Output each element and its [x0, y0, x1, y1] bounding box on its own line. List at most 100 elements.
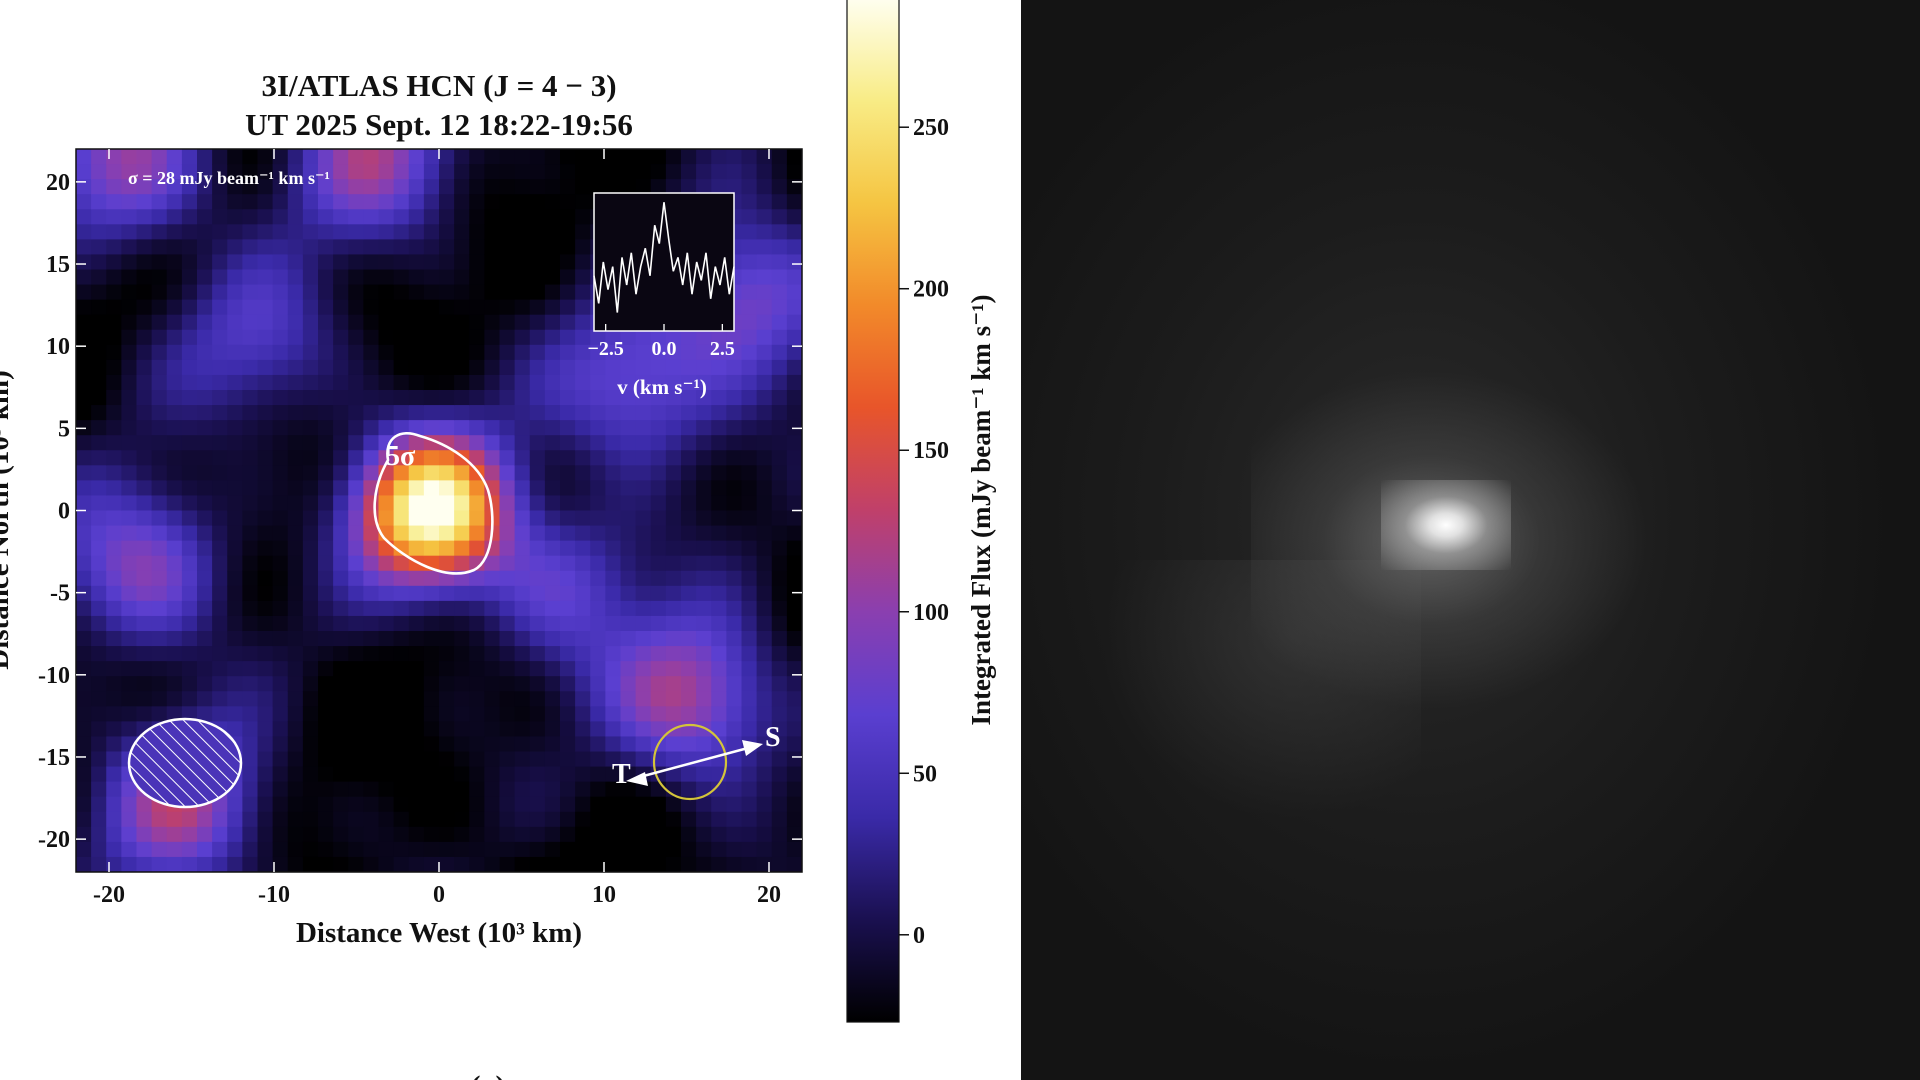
heatmap-cell	[605, 585, 622, 602]
heatmap-cell	[590, 435, 606, 451]
heatmap-cell	[76, 796, 92, 813]
heatmap-cell	[76, 631, 92, 647]
heatmap-cell	[650, 540, 667, 557]
heatmap-cell	[363, 691, 380, 707]
heatmap-cell	[227, 585, 243, 602]
heatmap-cell	[454, 194, 470, 210]
heatmap-cell	[771, 329, 788, 346]
heatmap-cell	[499, 811, 516, 828]
heatmap-cell	[106, 239, 122, 256]
heatmap-cell	[469, 510, 485, 527]
colorbar-tick-label: 250	[913, 115, 949, 141]
heatmap-cell	[257, 796, 274, 813]
heatmap-cell	[181, 420, 198, 436]
heatmap-cell	[529, 751, 546, 768]
heatmap-cell	[590, 646, 606, 662]
heatmap-cell	[151, 811, 168, 828]
heatmap-cell	[272, 164, 289, 180]
heatmap-cell	[771, 495, 788, 512]
heatmap-cell	[696, 480, 712, 497]
heatmap-cell	[257, 179, 274, 195]
heatmap-cell	[499, 615, 516, 632]
heatmap-cell	[469, 284, 485, 301]
heatmap-cell	[121, 646, 138, 662]
heatmap-cell	[499, 209, 516, 225]
heatmap-cell	[302, 435, 319, 451]
heatmap-cell	[242, 284, 259, 301]
heatmap-cell	[499, 661, 516, 677]
heatmap-cell	[302, 254, 319, 271]
x-tick-label: -20	[93, 882, 125, 908]
heatmap-cell	[76, 239, 92, 256]
heatmap-cell	[665, 164, 682, 180]
heatmap-cell	[681, 420, 697, 436]
y-tick-label: 5	[58, 416, 70, 442]
heatmap-cell	[151, 405, 168, 421]
heatmap-cell	[439, 329, 455, 346]
heatmap-cell	[771, 284, 788, 301]
heatmap-cell	[454, 555, 470, 572]
heatmap-cell	[635, 540, 652, 557]
heatmap-cell	[212, 314, 228, 331]
heatmap-cell	[378, 721, 395, 738]
heatmap-cell	[408, 254, 425, 271]
heatmap-cell	[499, 284, 516, 301]
heatmap-cell	[635, 585, 652, 602]
heatmap-cell	[348, 585, 364, 602]
heatmap-cell	[378, 420, 395, 436]
heatmap-cell	[287, 841, 304, 858]
heatmap-cell	[363, 420, 380, 436]
heatmap-cell	[363, 751, 380, 768]
heatmap-cell	[106, 435, 122, 451]
heatmap-cell	[741, 510, 758, 527]
heatmap-cell	[393, 254, 410, 271]
heatmap-cell	[181, 540, 198, 557]
heatmap-cell	[242, 676, 259, 692]
heatmap-cell	[560, 450, 576, 466]
heatmap-cell	[76, 646, 92, 662]
heatmap-cell	[454, 766, 470, 783]
heatmap-cell	[318, 706, 334, 722]
heatmap-cell	[136, 796, 153, 813]
heatmap-cell	[454, 435, 470, 451]
heatmap-cell	[590, 540, 606, 557]
heatmap-cell	[514, 615, 531, 632]
heatmap-cell	[756, 781, 773, 798]
heatmap-cell	[575, 495, 591, 512]
heatmap-cell	[242, 631, 259, 647]
heatmap-cell	[650, 450, 667, 466]
heatmap-cell	[575, 736, 591, 753]
heatmap-cell	[711, 585, 727, 602]
heatmap-cell	[227, 510, 243, 527]
heatmap-cell	[469, 450, 485, 466]
heatmap-cell	[620, 555, 637, 572]
heatmap-cell	[287, 435, 304, 451]
heatmap-cell	[121, 555, 138, 572]
heatmap-cell	[302, 420, 319, 436]
heatmap-cell	[484, 721, 501, 738]
heatmap-cell	[227, 826, 243, 843]
heatmap-cell	[756, 420, 773, 436]
heatmap-cell	[484, 826, 501, 843]
heatmap-cell	[544, 600, 561, 617]
heatmap-cell	[681, 555, 697, 572]
heatmap-cell	[333, 600, 349, 617]
heatmap-cell	[544, 465, 561, 481]
heatmap-cell	[76, 570, 92, 587]
heatmap-cell	[605, 344, 622, 361]
heatmap-cell	[423, 374, 440, 391]
heatmap-cell	[726, 721, 743, 738]
heatmap-cell	[484, 555, 501, 572]
heatmap-cell	[529, 465, 546, 481]
heatmap-cell	[741, 239, 758, 256]
heatmap-cell	[484, 706, 501, 722]
heatmap-cell	[741, 495, 758, 512]
heatmap-cell	[711, 646, 727, 662]
heatmap-cell	[514, 224, 531, 240]
heatmap-cell	[287, 615, 304, 632]
heatmap-cell	[605, 540, 622, 557]
heatmap-cell	[197, 555, 213, 572]
heatmap-cell	[771, 826, 788, 843]
heatmap-cell	[439, 495, 455, 512]
